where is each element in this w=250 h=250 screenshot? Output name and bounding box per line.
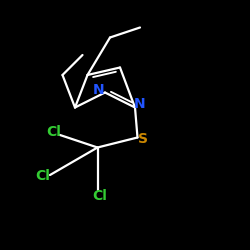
Text: N: N <box>93 83 104 97</box>
Text: S: S <box>138 132 148 146</box>
Text: Cl: Cl <box>36 169 51 183</box>
Text: Cl: Cl <box>46 126 61 140</box>
Text: Cl: Cl <box>92 188 108 202</box>
Text: N: N <box>134 97 146 111</box>
